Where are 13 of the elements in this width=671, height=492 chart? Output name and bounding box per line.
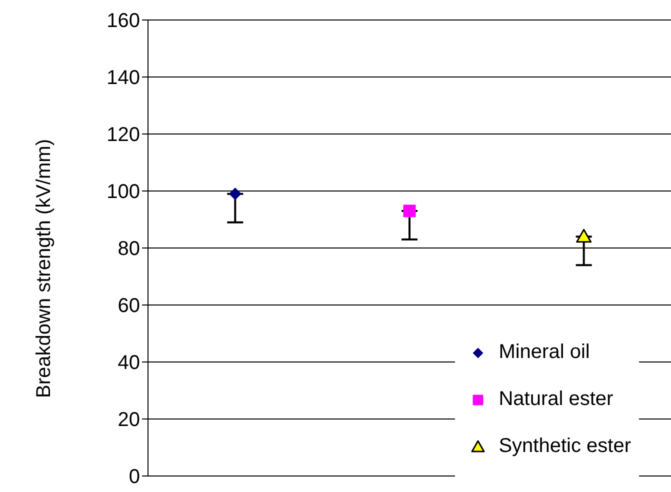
y-tick-label: 80 — [118, 238, 140, 260]
legend-label: Synthetic ester — [498, 435, 631, 458]
y-tick-label: 160 — [106, 10, 140, 32]
y-tick-label: 60 — [118, 295, 140, 318]
y-tick-label: 0 — [128, 466, 140, 488]
legend-label: Mineral oil — [498, 341, 590, 364]
y-tick-label: 100 — [106, 181, 140, 204]
y-tick-label: 20 — [118, 409, 140, 432]
y-axis-title: Breakdown strength (kV/mm) — [33, 139, 56, 398]
legend-label: Natural ester — [498, 388, 614, 411]
y-tick-label: 140 — [106, 67, 140, 90]
y-tick-label: 120 — [106, 124, 140, 146]
y-tick-label: 40 — [118, 352, 140, 374]
